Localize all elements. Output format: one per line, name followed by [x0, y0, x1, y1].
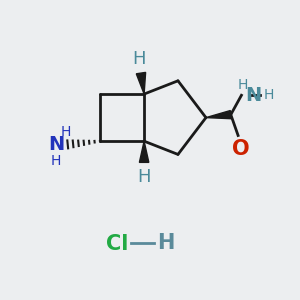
Text: N: N	[245, 86, 261, 105]
Text: H: H	[264, 88, 274, 102]
Text: H: H	[61, 125, 71, 139]
Polygon shape	[140, 141, 149, 162]
Polygon shape	[136, 72, 146, 94]
Text: Cl: Cl	[106, 234, 128, 254]
Polygon shape	[206, 110, 231, 119]
Text: H: H	[51, 154, 61, 168]
Text: H: H	[133, 50, 146, 68]
Text: H: H	[158, 233, 175, 253]
Text: O: O	[232, 139, 249, 159]
Text: H: H	[137, 168, 151, 186]
Text: N: N	[49, 135, 65, 154]
Text: H: H	[238, 78, 248, 92]
